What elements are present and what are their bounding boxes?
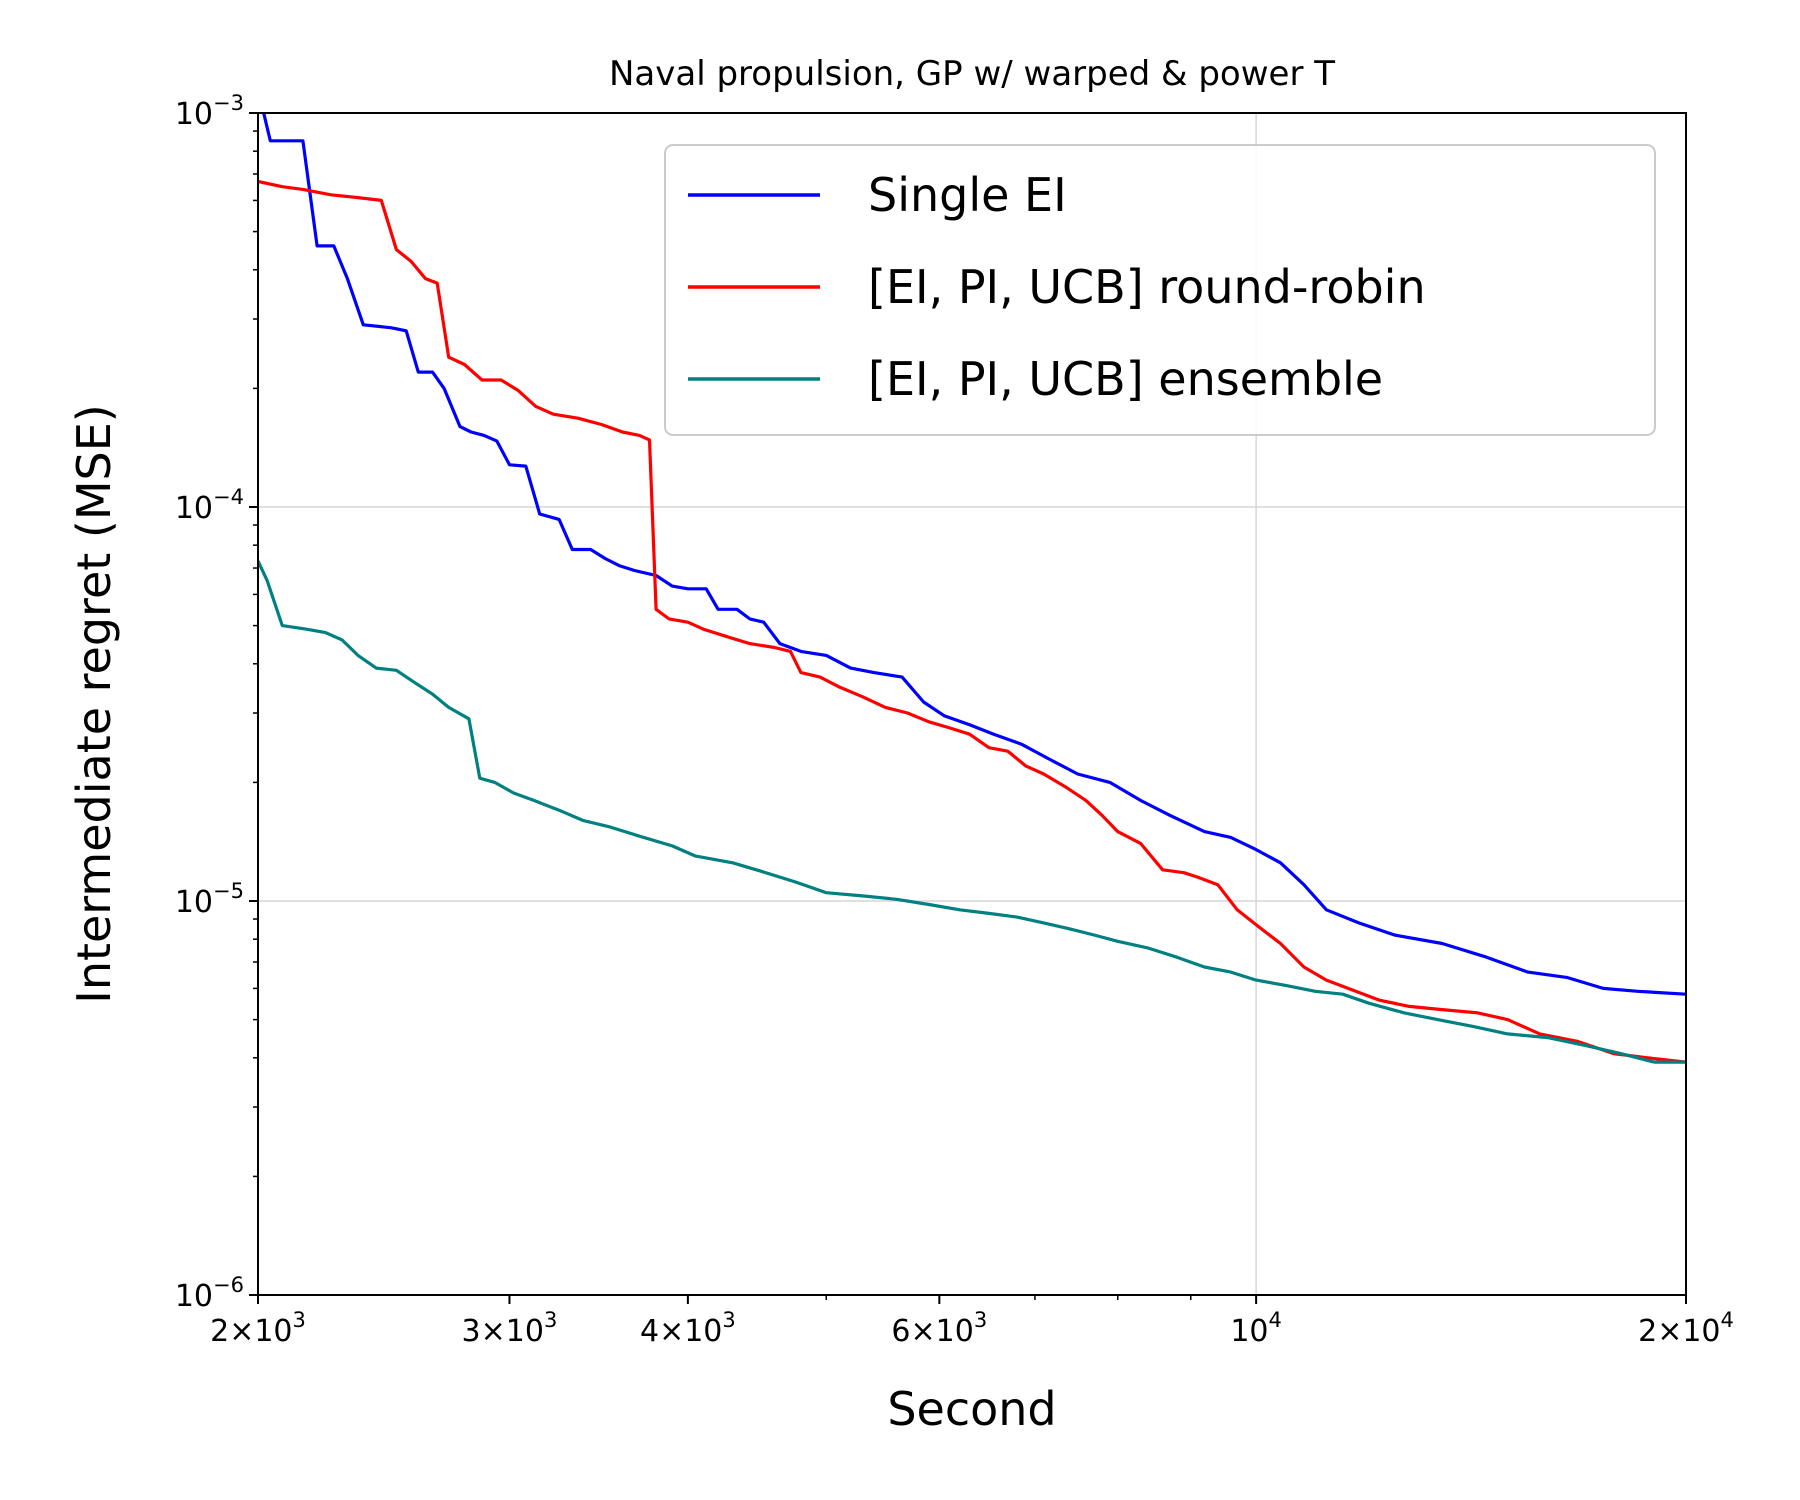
y-tick-label: 10−6	[175, 1273, 244, 1314]
legend-label-0: Single EI	[868, 168, 1067, 222]
y-tick-label: 10−3	[175, 91, 244, 132]
legend-label-2: [EI, PI, UCB] ensemble	[868, 352, 1383, 406]
plot-frame	[257, 112, 1687, 1296]
y-tick-label: 10−5	[175, 879, 244, 920]
y-axis-title: Intermediate regret (MSE)	[67, 404, 121, 1004]
tick-layer: 10−3 10−4 10−5 10−62×103 3×103 4×103 6×103 104 2…	[175, 91, 1734, 1349]
x-tick-label: 4×103	[640, 1308, 736, 1349]
x-tick-label: 2×103	[210, 1308, 306, 1349]
legend-label-1: [EI, PI, UCB] round-robin	[868, 260, 1426, 314]
series-line-0	[262, 113, 1686, 996]
y-tick-label: 10−4	[175, 485, 244, 526]
legend: Single EI [EI, PI, UCB] round-robin [EI, P…	[664, 144, 1656, 436]
series-line-2	[258, 560, 1686, 1064]
x-tick-label: 104	[1230, 1308, 1282, 1349]
x-tick-label: 2×104	[1638, 1308, 1734, 1349]
x-tick-label: 3×103	[462, 1308, 558, 1349]
x-tick-label: 6×103	[891, 1308, 987, 1349]
series-line-1	[258, 179, 1686, 1064]
chart-title: Naval propulsion, GP w/ warped & power T	[609, 54, 1335, 94]
legend-box	[664, 144, 1656, 436]
x-axis-title: Second	[887, 1382, 1056, 1436]
series-layer	[258, 113, 1686, 1064]
